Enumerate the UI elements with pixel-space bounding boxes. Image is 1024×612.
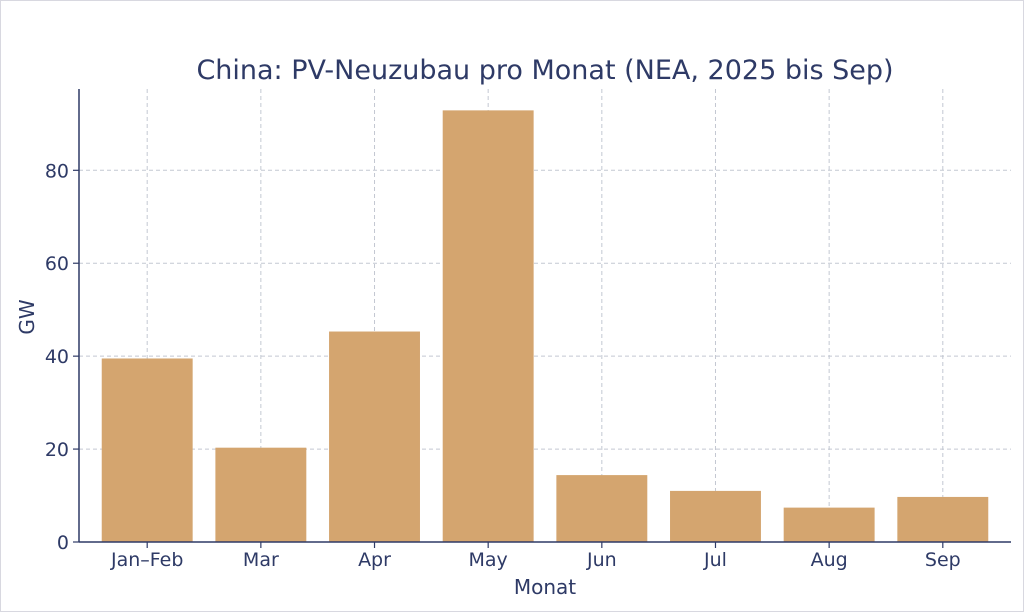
bar-4 — [556, 475, 648, 542]
bar-6 — [783, 507, 875, 542]
bar-5 — [670, 490, 761, 542]
x-tick-label-5: Jul — [703, 549, 727, 571]
bar-1 — [215, 447, 307, 542]
y-axis-label: GW — [15, 299, 39, 334]
bar-2 — [329, 331, 420, 542]
bar-0 — [101, 358, 193, 542]
x-tick-label-3: May — [469, 549, 508, 571]
bar-3 — [442, 110, 534, 542]
y-tick-label-0: 0 — [57, 532, 69, 554]
x-tick-label-6: Aug — [811, 549, 848, 571]
x-tick-label-2: Apr — [358, 549, 391, 571]
y-tick-label-3: 60 — [45, 253, 69, 275]
chart-title: China: PV-Neuzubau pro Monat (NEA, 2025 … — [196, 55, 893, 86]
y-tick-label-1: 20 — [45, 439, 69, 461]
x-tick-label-4: Jun — [586, 549, 617, 571]
x-axis-label: Monat — [514, 575, 576, 599]
y-tick-label-4: 80 — [45, 160, 69, 182]
y-tick-label-2: 40 — [45, 346, 69, 368]
x-tick-label-7: Sep — [925, 549, 961, 571]
axes-layer — [73, 89, 1011, 548]
bars-layer — [101, 110, 989, 542]
labels-layer: 0 20 40 60 80 Jan–Feb Mar Apr May Jun Jul Aug Sep — [45, 160, 961, 571]
x-tick-label-1: Mar — [243, 549, 279, 571]
x-tick-label-0: Jan–Feb — [110, 549, 183, 571]
bar-7 — [897, 496, 989, 542]
